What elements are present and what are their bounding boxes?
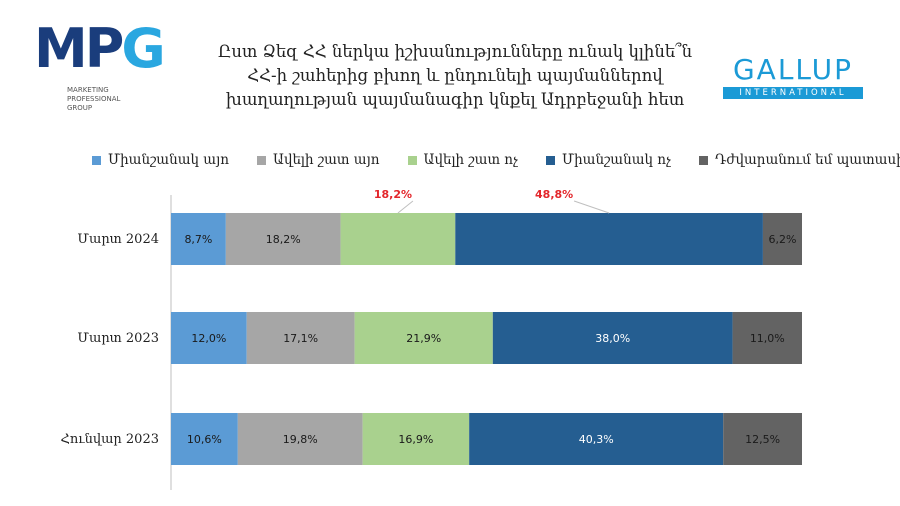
bar-segment [237, 413, 363, 465]
category-label: Հունվար 2023 [61, 432, 159, 447]
bar-segment [171, 413, 238, 465]
legend-item: Դժվարանում եմ պատասխանել [698, 152, 900, 168]
legend-item: Ավելի շատ այո [257, 152, 380, 168]
legend-item: Ավելի շատ ոչ [407, 152, 518, 168]
callout-label: 48,8% [535, 188, 573, 201]
data-label: 19,8% [283, 433, 318, 446]
data-label: 8,7% [184, 233, 212, 246]
gallup-logo-band: INTERNATIONAL [723, 87, 863, 99]
legend-label: Միանշանակ այո [108, 152, 230, 168]
chart-title: Ըստ Ձեզ ՀՀ ներկա իշխանությունները ունակ … [200, 40, 710, 112]
mpg-subtitle-line: MARKETING [67, 86, 109, 94]
callout-leader-line [397, 200, 414, 214]
legend-label: Միանշանակ ոչ [562, 152, 671, 168]
mpg-logo-subtitle: MARKETING PROFESSIONAL GROUP [67, 86, 120, 113]
stacked-bar-chart: Մարտ 2024 8,7% 18,2% 6,2% Մարտ 2023 12,0% 17,1… [61, 188, 802, 490]
data-label: 38,0% [595, 332, 630, 345]
bar-segment [732, 312, 802, 364]
data-label: 16,9% [398, 433, 433, 446]
legend-swatch [407, 155, 417, 165]
legend-label: Դժվարանում եմ պատասխանել [714, 152, 900, 168]
chart-legend: Միանշանակ այո Ավելի շատ այո Ավելի շատ ոչ Մի… [92, 150, 900, 170]
callout-leader-line [573, 200, 610, 214]
chart-title-line: Ըստ Ձեզ ՀՀ ներկա իշխանությունները ունակ … [217, 42, 693, 61]
bar-segment [171, 312, 247, 364]
data-label: 40,3% [579, 433, 614, 446]
category-label: Մարտ 2023 [77, 331, 159, 346]
bar-segment [340, 213, 456, 265]
data-label: 12,0% [191, 332, 226, 345]
bar-segment [171, 213, 226, 265]
legend-item: Միանշանակ այո [92, 152, 229, 168]
bar-segment [723, 413, 802, 465]
mpg-logo: MPG MARKETING PROFESSIONAL GROUP [34, 22, 184, 127]
data-label: 6,2% [768, 233, 796, 246]
legend-label: Ավելի շատ այո [273, 152, 380, 168]
bar-segment [762, 213, 802, 265]
chart-title-line: ՀՀ-ի շահերից բխող և ընդունելի պայմաններո… [247, 66, 663, 85]
legend-swatch [92, 155, 101, 165]
data-label: 21,9% [406, 332, 441, 345]
bar-segment [455, 213, 763, 265]
data-label: 17,1% [283, 332, 318, 345]
callout-label: 18,2% [374, 188, 412, 201]
category-label: Մարտ 2024 [77, 232, 159, 247]
bar-segment [362, 413, 470, 465]
data-label: 12,5% [745, 433, 780, 446]
gallup-logo: GALLUP INTERNATIONAL [723, 55, 863, 101]
data-label: 18,2% [266, 233, 301, 246]
legend-swatch [257, 155, 267, 165]
bar-segment [246, 312, 355, 364]
mpg-subtitle-line: GROUP [67, 104, 93, 112]
bar-segment [492, 312, 733, 364]
legend-item: Միանշանակ ոչ [546, 152, 671, 168]
legend-swatch [546, 155, 555, 165]
data-label: 10,6% [187, 433, 222, 446]
bar-segment [354, 312, 493, 364]
mpg-logo-letters: MPG [34, 17, 166, 80]
legend-label: Ավելի շատ ոչ [423, 152, 518, 168]
bar-segment [225, 213, 341, 265]
legend-swatch [698, 155, 708, 165]
chart-title-line: խաղաղության պայմանագիր կնքել Ադրբեջանի հ… [225, 90, 685, 109]
bar-segment [469, 413, 724, 465]
gallup-logo-word: GALLUP [732, 53, 854, 86]
data-label: 11,0% [750, 332, 785, 345]
mpg-subtitle-line: PROFESSIONAL [67, 95, 121, 103]
